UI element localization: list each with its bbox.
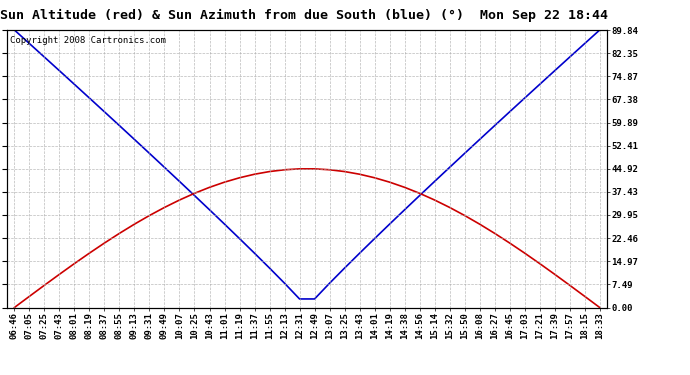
Text: Copyright 2008 Cartronics.com: Copyright 2008 Cartronics.com (10, 36, 166, 45)
Text: Sun Altitude (red) & Sun Azimuth from due South (blue) (°)  Mon Sep 22 18:44: Sun Altitude (red) & Sun Azimuth from du… (0, 9, 608, 22)
